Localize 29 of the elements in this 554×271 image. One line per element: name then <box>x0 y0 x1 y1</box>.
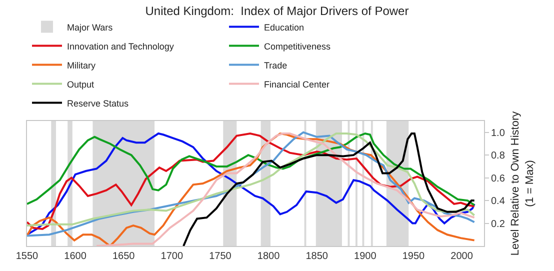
y-axis-title: Level Relative to Own History (1 = Max) <box>510 110 536 256</box>
y-tick-label: 0.2 <box>491 218 506 230</box>
x-tick-label: 1750 <box>209 251 232 262</box>
legend-label: Education <box>264 22 304 32</box>
legend-label: Reserve Status <box>67 98 130 108</box>
legend-label: Output <box>67 79 95 90</box>
x-tick-label: 1900 <box>354 251 377 262</box>
line-series <box>27 132 476 206</box>
x-tick-label: 1550 <box>16 251 39 262</box>
y-tick-label: 1.0 <box>491 128 506 139</box>
x-tick-label: 1850 <box>306 251 328 262</box>
legend-label: Financial Center <box>264 79 330 90</box>
y-tick-label: 0.6 <box>491 173 506 184</box>
legend-label: Military <box>67 60 96 70</box>
legend-label: Innovation and Technology <box>67 41 174 52</box>
x-tick-label: 1600 <box>64 251 87 262</box>
x-tick-label: 1950 <box>402 251 426 262</box>
line-series <box>96 132 476 246</box>
legend-label: Major Wars <box>67 22 114 32</box>
legend-label: Trade <box>264 60 288 70</box>
y-tick-label: 0.4 <box>491 196 506 208</box>
x-tick-label: 2000 <box>450 251 474 262</box>
y-tick-label: 0.8 <box>491 150 506 162</box>
chart-title: United Kingdom: Index of Major Drivers of Power <box>145 4 409 18</box>
x-tick-label: 1800 <box>257 251 280 262</box>
x-tick-label: 1700 <box>160 251 184 262</box>
line-series <box>182 132 476 246</box>
legend-label: Competitiveness <box>264 41 332 52</box>
x-tick-label: 1650 <box>112 251 136 262</box>
